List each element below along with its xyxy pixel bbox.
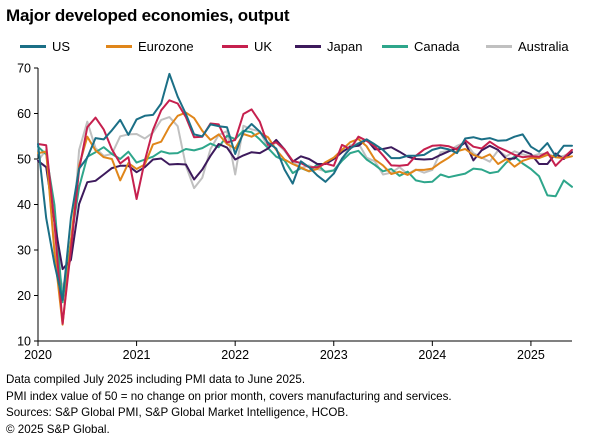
note-copyright: © 2025 S&P Global. [6, 422, 110, 436]
y-tick-label: 60 [17, 107, 31, 121]
line-chart: 10 20 30 40 50 60 70 2020 2021 2022 2023 2024 2025 [17, 62, 573, 362]
y-tick-label: 50 [17, 153, 31, 167]
x-tick-label: 2025 [517, 348, 545, 362]
legend-label: Canada [414, 38, 460, 54]
legend-item-australia: Australia [486, 36, 569, 56]
legend-item-us: US [20, 36, 70, 56]
chart-notes: Data compiled July 2025 including PMI da… [6, 372, 452, 438]
legend-swatch [106, 44, 132, 48]
legend-swatch [20, 44, 46, 48]
y-tick-label: 70 [17, 62, 31, 76]
note-data-compiled: Data compiled July 2025 including PMI da… [6, 373, 306, 386]
legend-item-canada: Canada [382, 36, 460, 56]
x-tick-label: 2024 [418, 348, 446, 362]
x-tick-label: 2020 [24, 348, 52, 362]
legend-label: Australia [518, 38, 569, 54]
y-tick-label: 30 [17, 244, 31, 258]
series-line-uk [37, 99, 573, 325]
legend-swatch [222, 44, 248, 48]
legend-swatch [295, 44, 321, 48]
chart-title: Major developed economies, output [6, 6, 290, 25]
legend-item-japan: Japan [295, 36, 362, 56]
legend-item-eurozone: Eurozone [106, 36, 194, 56]
legend-label: Eurozone [138, 38, 194, 54]
y-tick-label: 40 [17, 198, 31, 212]
note-pmi-definition: PMI index value of 50 = no change on pri… [6, 389, 452, 403]
legend-swatch [486, 44, 512, 48]
y-tick-label: 20 [17, 289, 31, 303]
x-tick-label: 2023 [320, 348, 348, 362]
legend-label: US [52, 38, 71, 54]
legend-label: UK [254, 38, 273, 54]
note-sources: Sources: S&P Global PMI, S&P Global Mark… [6, 406, 349, 419]
x-tick-label: 2021 [123, 348, 151, 362]
legend-label: Japan [327, 38, 363, 54]
x-tick-label: 2022 [221, 348, 249, 362]
y-tick-label: 10 [17, 335, 31, 349]
legend-item-uk: UK [222, 36, 272, 56]
legend-swatch [382, 44, 408, 48]
series-line-eurozone [37, 111, 573, 326]
series-line-us [37, 72, 573, 302]
legend: US Eurozone UK Japan Canada Australia [0, 36, 592, 56]
